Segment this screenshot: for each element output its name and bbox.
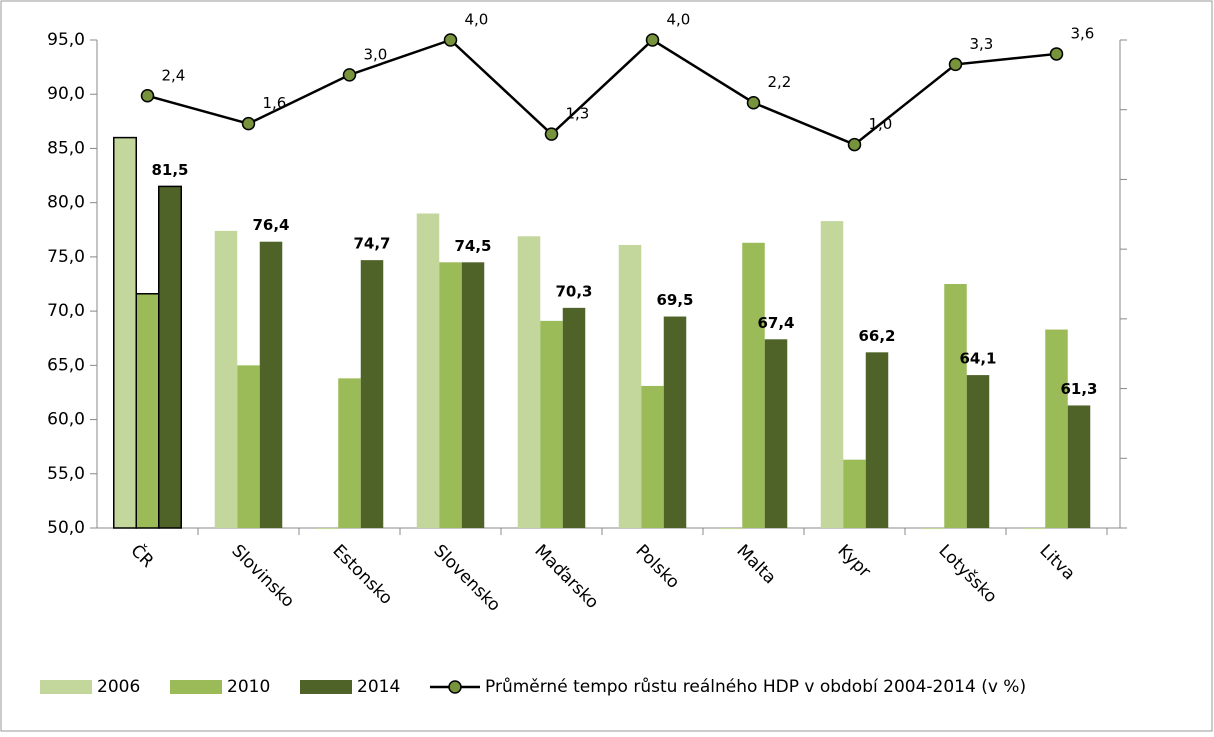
data-label: 2,4 [162, 66, 186, 84]
y-tick-label: 50,0 [47, 518, 85, 538]
line-marker [443, 33, 458, 47]
line-marker [746, 95, 761, 110]
bar [820, 221, 844, 528]
data-label: 1,0 [869, 115, 893, 133]
y-tick-label: 85,0 [47, 138, 85, 158]
data-label: 76,4 [252, 216, 289, 234]
bar [214, 230, 238, 528]
y-tick-label: 60,0 [47, 410, 85, 430]
data-label: 74,5 [454, 237, 491, 255]
bar [461, 262, 485, 528]
y-tick-label: 75,0 [47, 247, 85, 267]
legend-swatch [40, 680, 92, 694]
bar [360, 260, 384, 528]
data-label: 1,6 [263, 94, 287, 112]
data-label: 3,0 [364, 45, 388, 63]
bar [517, 236, 541, 529]
bar [843, 459, 866, 528]
bar [338, 378, 361, 528]
line-marker [948, 57, 963, 72]
line [147, 38, 1057, 147]
data-label: 66,2 [858, 327, 895, 345]
bar [562, 307, 586, 528]
y-tick-label: 70,0 [47, 301, 85, 321]
legend-label: 2006 [97, 677, 140, 697]
line-marker [847, 137, 862, 152]
bar [416, 213, 440, 528]
data-label: 4,0 [667, 11, 691, 29]
bar [663, 316, 687, 528]
bar [237, 365, 260, 528]
bar [764, 339, 788, 528]
bar [1067, 405, 1091, 528]
legend-marker [448, 680, 462, 694]
legend-swatch [300, 680, 352, 694]
data-label: 4,0 [465, 11, 489, 29]
data-label: 2,2 [768, 73, 792, 91]
y-tick-label: 80,0 [47, 193, 85, 213]
bar [921, 528, 945, 530]
bar [719, 528, 743, 530]
bar [742, 242, 765, 528]
bar [135, 293, 160, 529]
y-tick-label: 95,0 [47, 30, 85, 50]
bar [1045, 329, 1068, 528]
data-label: 64,1 [959, 350, 996, 368]
bar [540, 320, 563, 528]
bar [439, 262, 462, 528]
data-label: 67,4 [757, 314, 794, 332]
data-label: 61,3 [1060, 380, 1097, 398]
line-marker [544, 127, 559, 141]
bar [1022, 528, 1046, 530]
bar [865, 352, 889, 528]
data-label: 3,6 [1071, 24, 1095, 42]
line-marker [140, 89, 155, 103]
bar [315, 528, 339, 530]
data-label: 70,3 [555, 282, 592, 300]
data-label: 1,3 [566, 105, 590, 123]
legend-label: 2010 [227, 677, 270, 697]
bar [944, 284, 967, 528]
legend-label: 2014 [357, 677, 400, 697]
bar [113, 136, 137, 529]
data-label: 74,7 [353, 235, 390, 253]
bar [641, 385, 664, 528]
legend-label: Průměrné tempo růstu reálného HDP v obdo… [485, 677, 1026, 697]
data-label: 3,3 [970, 35, 994, 53]
y-tick-label: 90,0 [47, 84, 85, 104]
line-marker [1049, 47, 1064, 61]
line-marker [645, 33, 660, 47]
bar [158, 185, 182, 529]
bar [966, 375, 990, 528]
bar [618, 244, 642, 528]
line-marker [342, 68, 357, 82]
y-tick-label: 65,0 [47, 355, 85, 375]
legend-swatch [170, 680, 222, 694]
data-label: 81,5 [151, 161, 188, 179]
data-label: 69,5 [656, 291, 693, 309]
line-marker [241, 116, 256, 131]
bar [259, 241, 283, 528]
y-tick-label: 55,0 [47, 464, 85, 484]
